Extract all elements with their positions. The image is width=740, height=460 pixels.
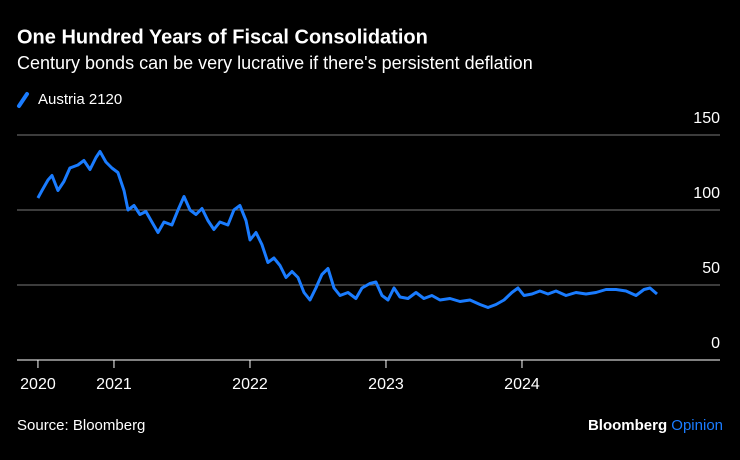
- y-tick-label: 0: [711, 335, 720, 352]
- brand: Bloomberg Opinion: [588, 417, 723, 434]
- legend-label: Austria 2120: [38, 91, 122, 108]
- chart-title: One Hundred Years of Fiscal Consolidatio…: [17, 26, 428, 48]
- x-tick-label: 2024: [504, 376, 540, 393]
- x-tick-label: 2020: [20, 376, 56, 393]
- brand-name: Bloomberg: [588, 417, 667, 434]
- y-tick-label: 150: [693, 110, 720, 127]
- series-line: [36, 150, 658, 309]
- x-tick-label: 2021: [96, 376, 132, 393]
- y-tick-label: 100: [693, 185, 720, 202]
- legend-swatch: [17, 92, 29, 108]
- x-tick-label: 2023: [368, 376, 404, 393]
- chart-subtitle: Century bonds can be very lucrative if t…: [17, 53, 533, 73]
- brand-sub: Opinion: [671, 417, 723, 434]
- source: Source: Bloomberg: [17, 417, 145, 434]
- x-tick-label: 2022: [232, 376, 268, 393]
- y-tick-label: 50: [702, 260, 720, 277]
